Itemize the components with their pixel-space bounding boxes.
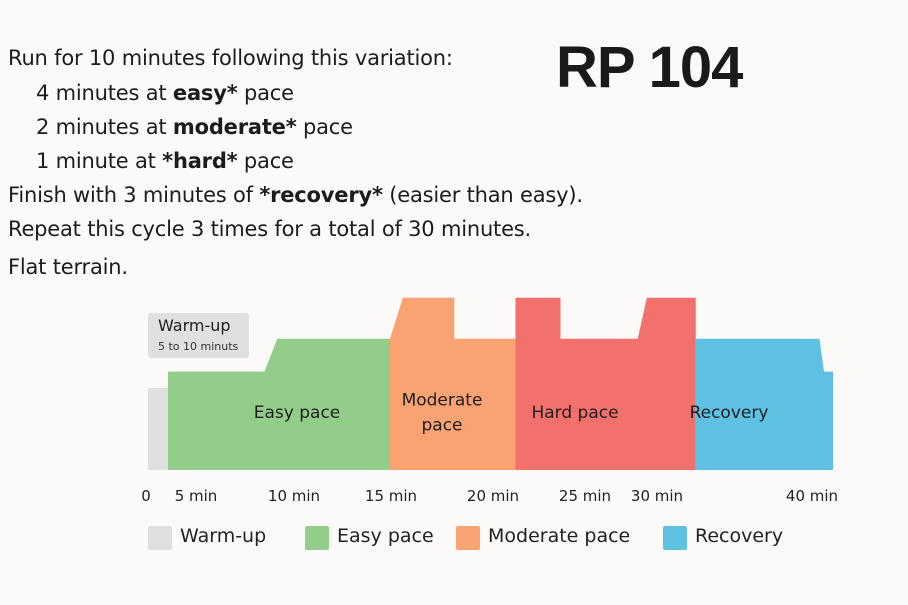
x-tick-label: 5 min bbox=[175, 487, 218, 505]
segment-warm-up bbox=[148, 388, 168, 470]
segment-label: Recovery bbox=[690, 403, 769, 423]
instruction-line: Repeat this cycle 3 times for a total of… bbox=[8, 215, 531, 243]
instruction-line: 1 minute at *hard* pace bbox=[36, 147, 294, 175]
instruction-line: 2 minutes at moderate* pace bbox=[36, 113, 353, 141]
instruction-emphasis: *hard* bbox=[162, 149, 238, 173]
instruction-emphasis: *recovery* bbox=[259, 183, 383, 207]
instruction-text: Finish with 3 minutes of bbox=[8, 183, 260, 207]
instruction-text: pace bbox=[237, 149, 294, 173]
instruction-text: 2 minutes at bbox=[36, 115, 173, 139]
instruction-emphasis: easy* bbox=[172, 81, 238, 105]
segment-label: Easy pace bbox=[254, 403, 341, 423]
legend-label: Moderate pace bbox=[488, 525, 631, 547]
instruction-line: Finish with 3 minutes of *recovery* (eas… bbox=[8, 181, 583, 209]
warmup-sublabel: 5 to 10 minuts bbox=[158, 340, 239, 353]
workout-instructions: Run for 10 minutes following this variat… bbox=[0, 0, 620, 290]
instruction-line: Flat terrain. bbox=[8, 253, 128, 281]
instruction-text: (easier than easy). bbox=[382, 183, 583, 207]
instruction-text: pace bbox=[296, 115, 353, 139]
instruction-line: 4 minutes at easy* pace bbox=[36, 79, 294, 107]
x-tick-label: 0 bbox=[141, 487, 151, 505]
legend-label: Recovery bbox=[695, 525, 784, 547]
legend-swatch bbox=[148, 526, 172, 550]
instruction-text: 1 minute at bbox=[36, 149, 163, 173]
instruction-text: Repeat this cycle 3 times for a total of… bbox=[8, 217, 532, 241]
instruction-text: pace bbox=[237, 81, 294, 105]
instruction-text: 4 minutes at bbox=[36, 81, 173, 105]
warmup-callout: Warm-up 5 to 10 minuts bbox=[148, 313, 249, 358]
segment-recovery bbox=[695, 338, 833, 470]
x-tick-label: 25 min bbox=[559, 487, 611, 505]
legend-label: Easy pace bbox=[337, 525, 434, 547]
workout-chart: Warm-up 5 to 10 minuts Easy pace Moderate pa… bbox=[141, 297, 838, 505]
x-tick-label: 10 min bbox=[268, 487, 320, 505]
segment-hard-pace bbox=[515, 297, 696, 470]
legend-swatch bbox=[305, 526, 329, 550]
segment-label: Hard pace bbox=[531, 403, 618, 423]
instruction-text: Flat terrain. bbox=[8, 255, 128, 279]
segment-moderate-pace bbox=[390, 297, 516, 470]
instruction-line: Run for 10 minutes following this variat… bbox=[8, 44, 453, 72]
warmup-callout-box bbox=[148, 313, 249, 358]
legend-swatch bbox=[663, 526, 687, 550]
legend-swatch bbox=[456, 526, 480, 550]
segment-easy-pace bbox=[168, 338, 390, 470]
x-tick-label: 20 min bbox=[467, 487, 519, 505]
segment-label: Moderate pace bbox=[402, 391, 483, 436]
legend-label: Warm-up bbox=[180, 525, 267, 547]
instruction-emphasis: moderate* bbox=[172, 115, 297, 139]
x-tick-label: 15 min bbox=[365, 487, 417, 505]
x-tick-label: 30 min bbox=[631, 487, 683, 505]
x-tick-label: 40 min bbox=[786, 487, 838, 505]
page-title: RP 104 bbox=[556, 35, 743, 100]
instruction-text: Run for 10 minutes following this variat… bbox=[8, 46, 453, 70]
warmup-label: Warm-up bbox=[158, 316, 231, 335]
